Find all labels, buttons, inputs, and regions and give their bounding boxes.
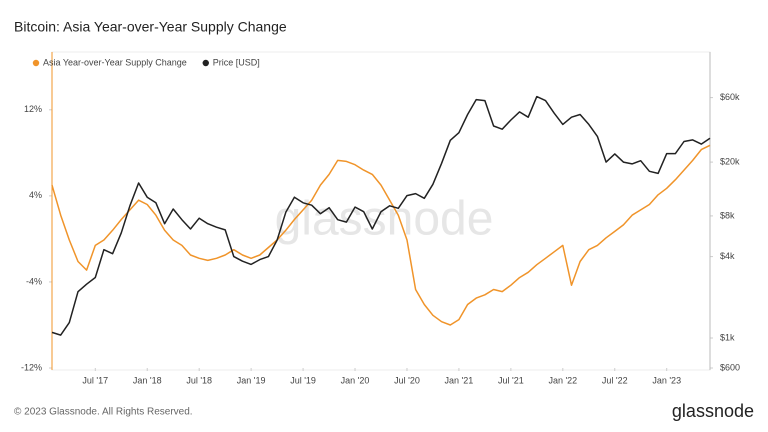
logo: glassnode bbox=[672, 401, 754, 421]
y-tick-label: -4% bbox=[26, 276, 42, 286]
x-tick-label: Jul '20 bbox=[394, 375, 420, 385]
x-tick-label: Jan '18 bbox=[133, 375, 162, 385]
legend-marker bbox=[202, 59, 209, 67]
x-tick-label: Jul '21 bbox=[498, 375, 524, 385]
x-tick-label: Jan '20 bbox=[341, 375, 370, 385]
x-tick-label: Jul '19 bbox=[290, 375, 316, 385]
y2-tick-label: $8k bbox=[720, 210, 735, 220]
series-line bbox=[51, 95, 711, 336]
watermark: glassnode bbox=[275, 193, 494, 246]
x-tick-label: Jan '23 bbox=[652, 375, 681, 385]
series-line bbox=[51, 144, 711, 326]
x-tick-label: Jan '19 bbox=[237, 375, 266, 385]
x-tick-label: Jul '18 bbox=[186, 375, 212, 385]
legend-marker bbox=[32, 59, 40, 67]
y2-tick-label: $1k bbox=[720, 332, 735, 342]
x-tick-label: Jan '21 bbox=[445, 375, 474, 385]
x-tick-label: Jul '17 bbox=[82, 375, 108, 385]
y2-tick-label: $20k bbox=[720, 156, 740, 166]
chart-title: Bitcoin: Asia Year-over-Year Supply Chan… bbox=[14, 19, 287, 35]
y2-tick-label: $4k bbox=[720, 251, 735, 261]
y-tick-label: 12% bbox=[24, 104, 42, 114]
y2-tick-label: $60k bbox=[720, 92, 740, 102]
footer: © 2023 Glassnode. All Rights Reserved. bbox=[14, 407, 193, 418]
legend-label: Asia Year-over-Year Supply Change bbox=[43, 57, 187, 67]
x-tick-label: Jan '22 bbox=[548, 375, 577, 385]
y2-tick-label: $600 bbox=[720, 362, 740, 372]
y-tick-label: -12% bbox=[21, 362, 42, 372]
y-tick-label: 4% bbox=[29, 190, 42, 200]
legend-label: Price [USD] bbox=[213, 57, 260, 67]
x-tick-label: Jul '22 bbox=[602, 375, 628, 385]
